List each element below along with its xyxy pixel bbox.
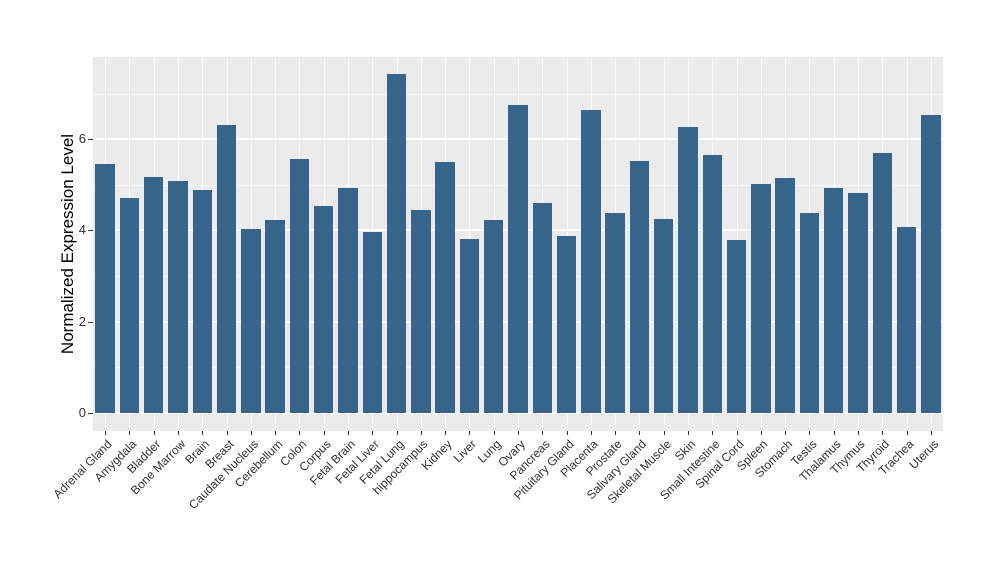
bar-trachea (896, 226, 917, 413)
x-tick-label-text: Liver (451, 437, 480, 466)
x-tick-mark (469, 431, 471, 435)
bar-small-intestine (702, 154, 722, 413)
bar-thyroid (872, 153, 892, 413)
plot-panel (93, 57, 943, 431)
bar-spleen (751, 183, 771, 413)
bar-liver (459, 239, 480, 413)
y-tick-mark (88, 413, 93, 414)
bar-cerebellum (265, 220, 285, 413)
bar-amygdala (119, 198, 140, 413)
x-tick-mark (372, 431, 374, 435)
x-tick-mark (688, 431, 689, 435)
bar-ovary (508, 105, 528, 413)
bar-fetal-lung (386, 73, 407, 413)
bar-kidney (435, 161, 455, 413)
y-tick-label-2: 2 (78, 313, 86, 329)
bar-caudate-nucleus (241, 229, 261, 413)
bar-prostate (605, 212, 625, 413)
bar-brain (192, 189, 212, 413)
bar-placenta (581, 109, 601, 413)
bar-fetal-brain (338, 188, 358, 413)
bar-pituitary-gland (556, 236, 577, 413)
x-tick-mark (736, 431, 738, 435)
x-tick-mark (906, 431, 908, 435)
x-tick-mark (760, 431, 762, 435)
x-tick-mark (299, 431, 301, 435)
x-tick-mark (129, 431, 131, 435)
bar-colon (289, 159, 310, 413)
x-tick-mark (590, 431, 592, 435)
x-tick-mark (882, 431, 884, 435)
x-tick-mark (639, 431, 641, 435)
x-tick-mark (858, 431, 859, 435)
x-tick-mark (226, 431, 228, 435)
x-tick-mark (105, 431, 107, 435)
x-tick-mark (566, 431, 568, 435)
bar-pancreas (532, 203, 552, 413)
y-tick-label-4: 4 (78, 222, 86, 238)
x-tick-mark (323, 431, 325, 435)
bar-testis (799, 212, 820, 413)
bar-fetal-liver (362, 231, 382, 413)
x-tick-mark (445, 431, 447, 435)
y-tick-mark (88, 321, 93, 323)
x-tick-mark (809, 431, 811, 435)
x-tick-mark (785, 431, 787, 435)
bar-breast (216, 125, 237, 413)
x-tick-mark (833, 431, 835, 435)
x-tick-mark (250, 431, 252, 435)
bar-skeletal-muscle (654, 219, 674, 413)
bar-hippocampus (411, 209, 431, 413)
y-tick-label-6: 6 (78, 131, 86, 147)
x-tick-mark (493, 431, 495, 435)
y-tick-mark (88, 139, 93, 141)
x-tick-mark (542, 431, 544, 435)
x-tick-mark (202, 431, 204, 435)
x-tick-mark (420, 431, 422, 435)
bar-uterus (921, 114, 941, 413)
x-tick-mark (178, 431, 179, 435)
x-tick-mark (615, 431, 617, 435)
y-tick-mark (88, 230, 93, 232)
bar-bone-marrow (168, 180, 188, 413)
x-tick-mark (153, 431, 155, 435)
bar-corpus (314, 206, 334, 413)
x-tick-mark (930, 431, 932, 435)
x-tick-mark (712, 431, 714, 435)
x-tick-mark (275, 431, 277, 435)
bar-adrenal-gland (95, 164, 115, 413)
bar-thymus (848, 193, 868, 413)
bar-spinal-cord (726, 240, 747, 413)
bar-bladder (144, 176, 164, 413)
x-tick-mark (348, 431, 349, 435)
bar-lung (484, 219, 504, 413)
y-axis-title-text: Normalized Expression Level (58, 133, 77, 355)
bar-skin (678, 126, 698, 413)
x-tick-mark (518, 431, 519, 435)
x-tick-mark (396, 431, 398, 435)
y-tick-label-0: 0 (78, 405, 86, 420)
bar-salivary-gland (629, 161, 650, 413)
bar-thalamus (824, 187, 844, 413)
x-tick-mark (663, 431, 665, 435)
bar-stomach (775, 178, 795, 413)
